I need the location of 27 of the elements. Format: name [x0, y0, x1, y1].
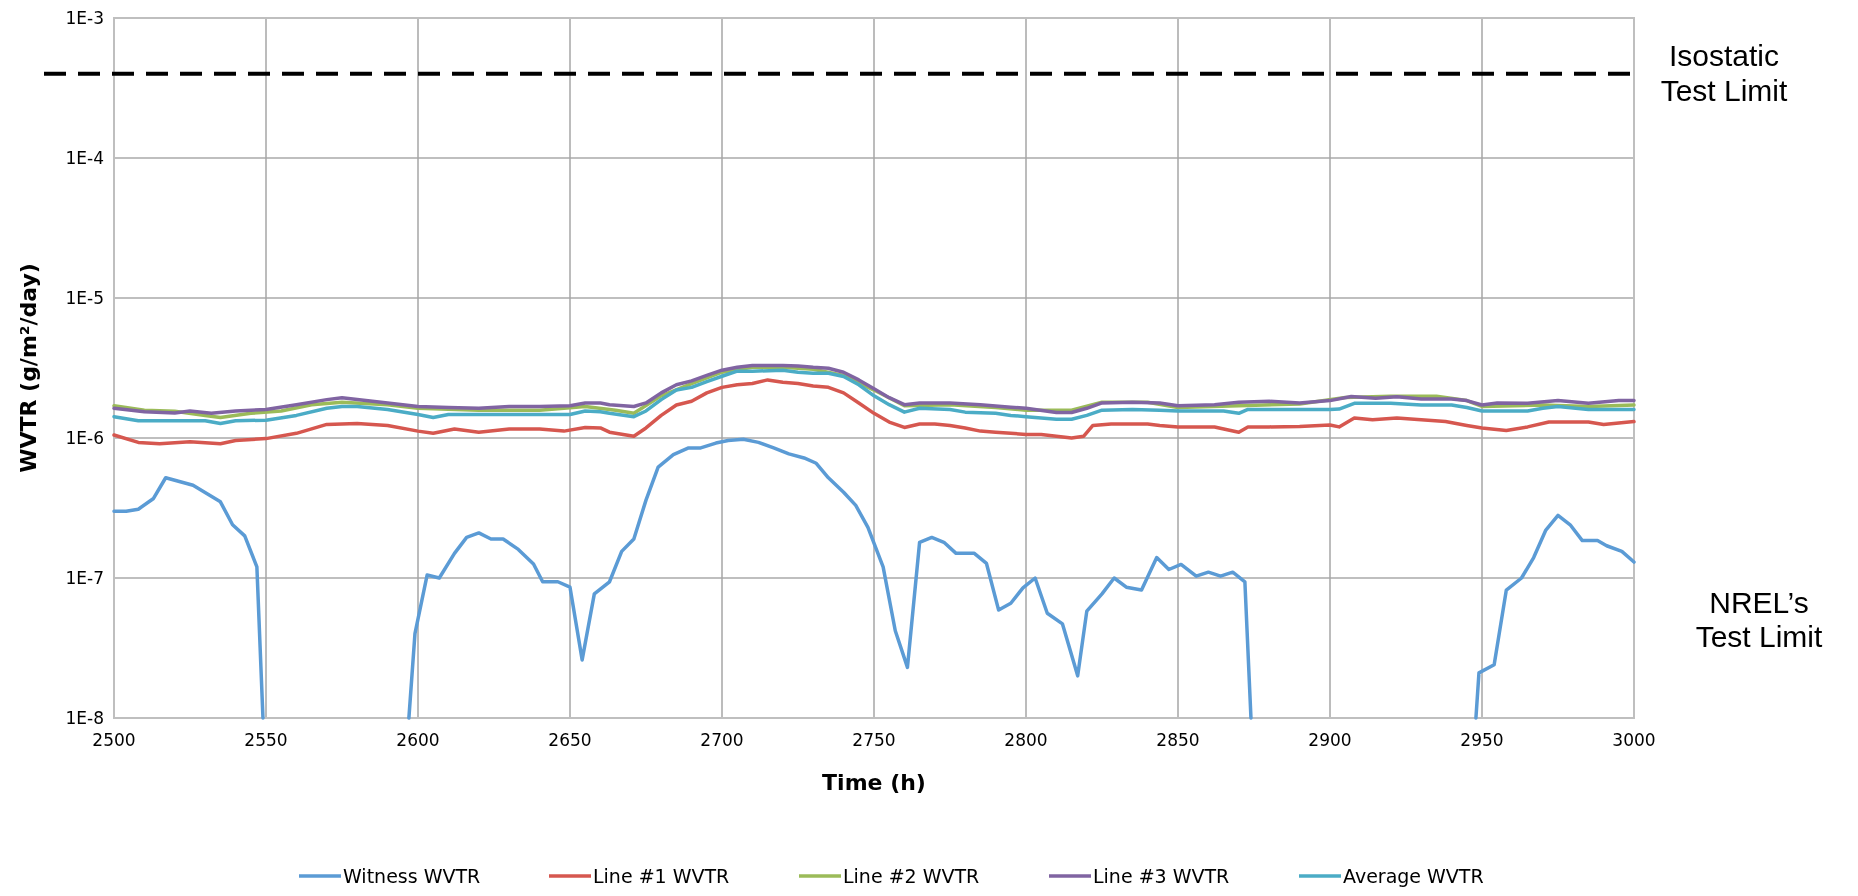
- y-tick-label: 1E-7: [65, 567, 104, 588]
- y-tick-label: 1E-8: [65, 707, 104, 728]
- x-tick-label: 2800: [1004, 730, 1048, 750]
- line-series: [112, 378, 1636, 446]
- y-tick-label: 1E-4: [65, 147, 104, 168]
- ref-line-label: Isostatic Test Limit: [1660, 39, 1789, 107]
- x-tick-label: 2650: [548, 730, 592, 750]
- x-tick-label: 2900: [1308, 730, 1352, 750]
- legend-label: Line #1 WVTR: [593, 864, 730, 887]
- x-axis-title: Time (h): [822, 770, 926, 795]
- y-tick-label: 1E-6: [65, 427, 104, 448]
- x-tick-label: 2550: [244, 730, 288, 750]
- x-tick-label: 2500: [92, 730, 136, 750]
- x-tick-label: 2950: [1460, 730, 1504, 750]
- x-tick-label: 2700: [700, 730, 744, 750]
- x-tick-label: 2600: [396, 730, 440, 750]
- legend-label: Line #2 WVTR: [843, 864, 980, 887]
- x-tick-label: 2750: [852, 730, 896, 750]
- legend-label: Line #3 WVTR: [1093, 864, 1230, 887]
- legend-label: Witness WVTR: [343, 864, 481, 887]
- x-tick-label: 2850: [1156, 730, 1200, 750]
- text: NREL’s Test Limit: [1695, 585, 1824, 653]
- y-tick-label: 1E-5: [65, 287, 104, 308]
- y-axis-title: WVTR (g/m²/day): [16, 263, 41, 473]
- x-tick-label: 3000: [1612, 730, 1656, 750]
- y-tick-label: 1E-3: [65, 7, 104, 28]
- legend-label: Average WVTR: [1343, 864, 1484, 887]
